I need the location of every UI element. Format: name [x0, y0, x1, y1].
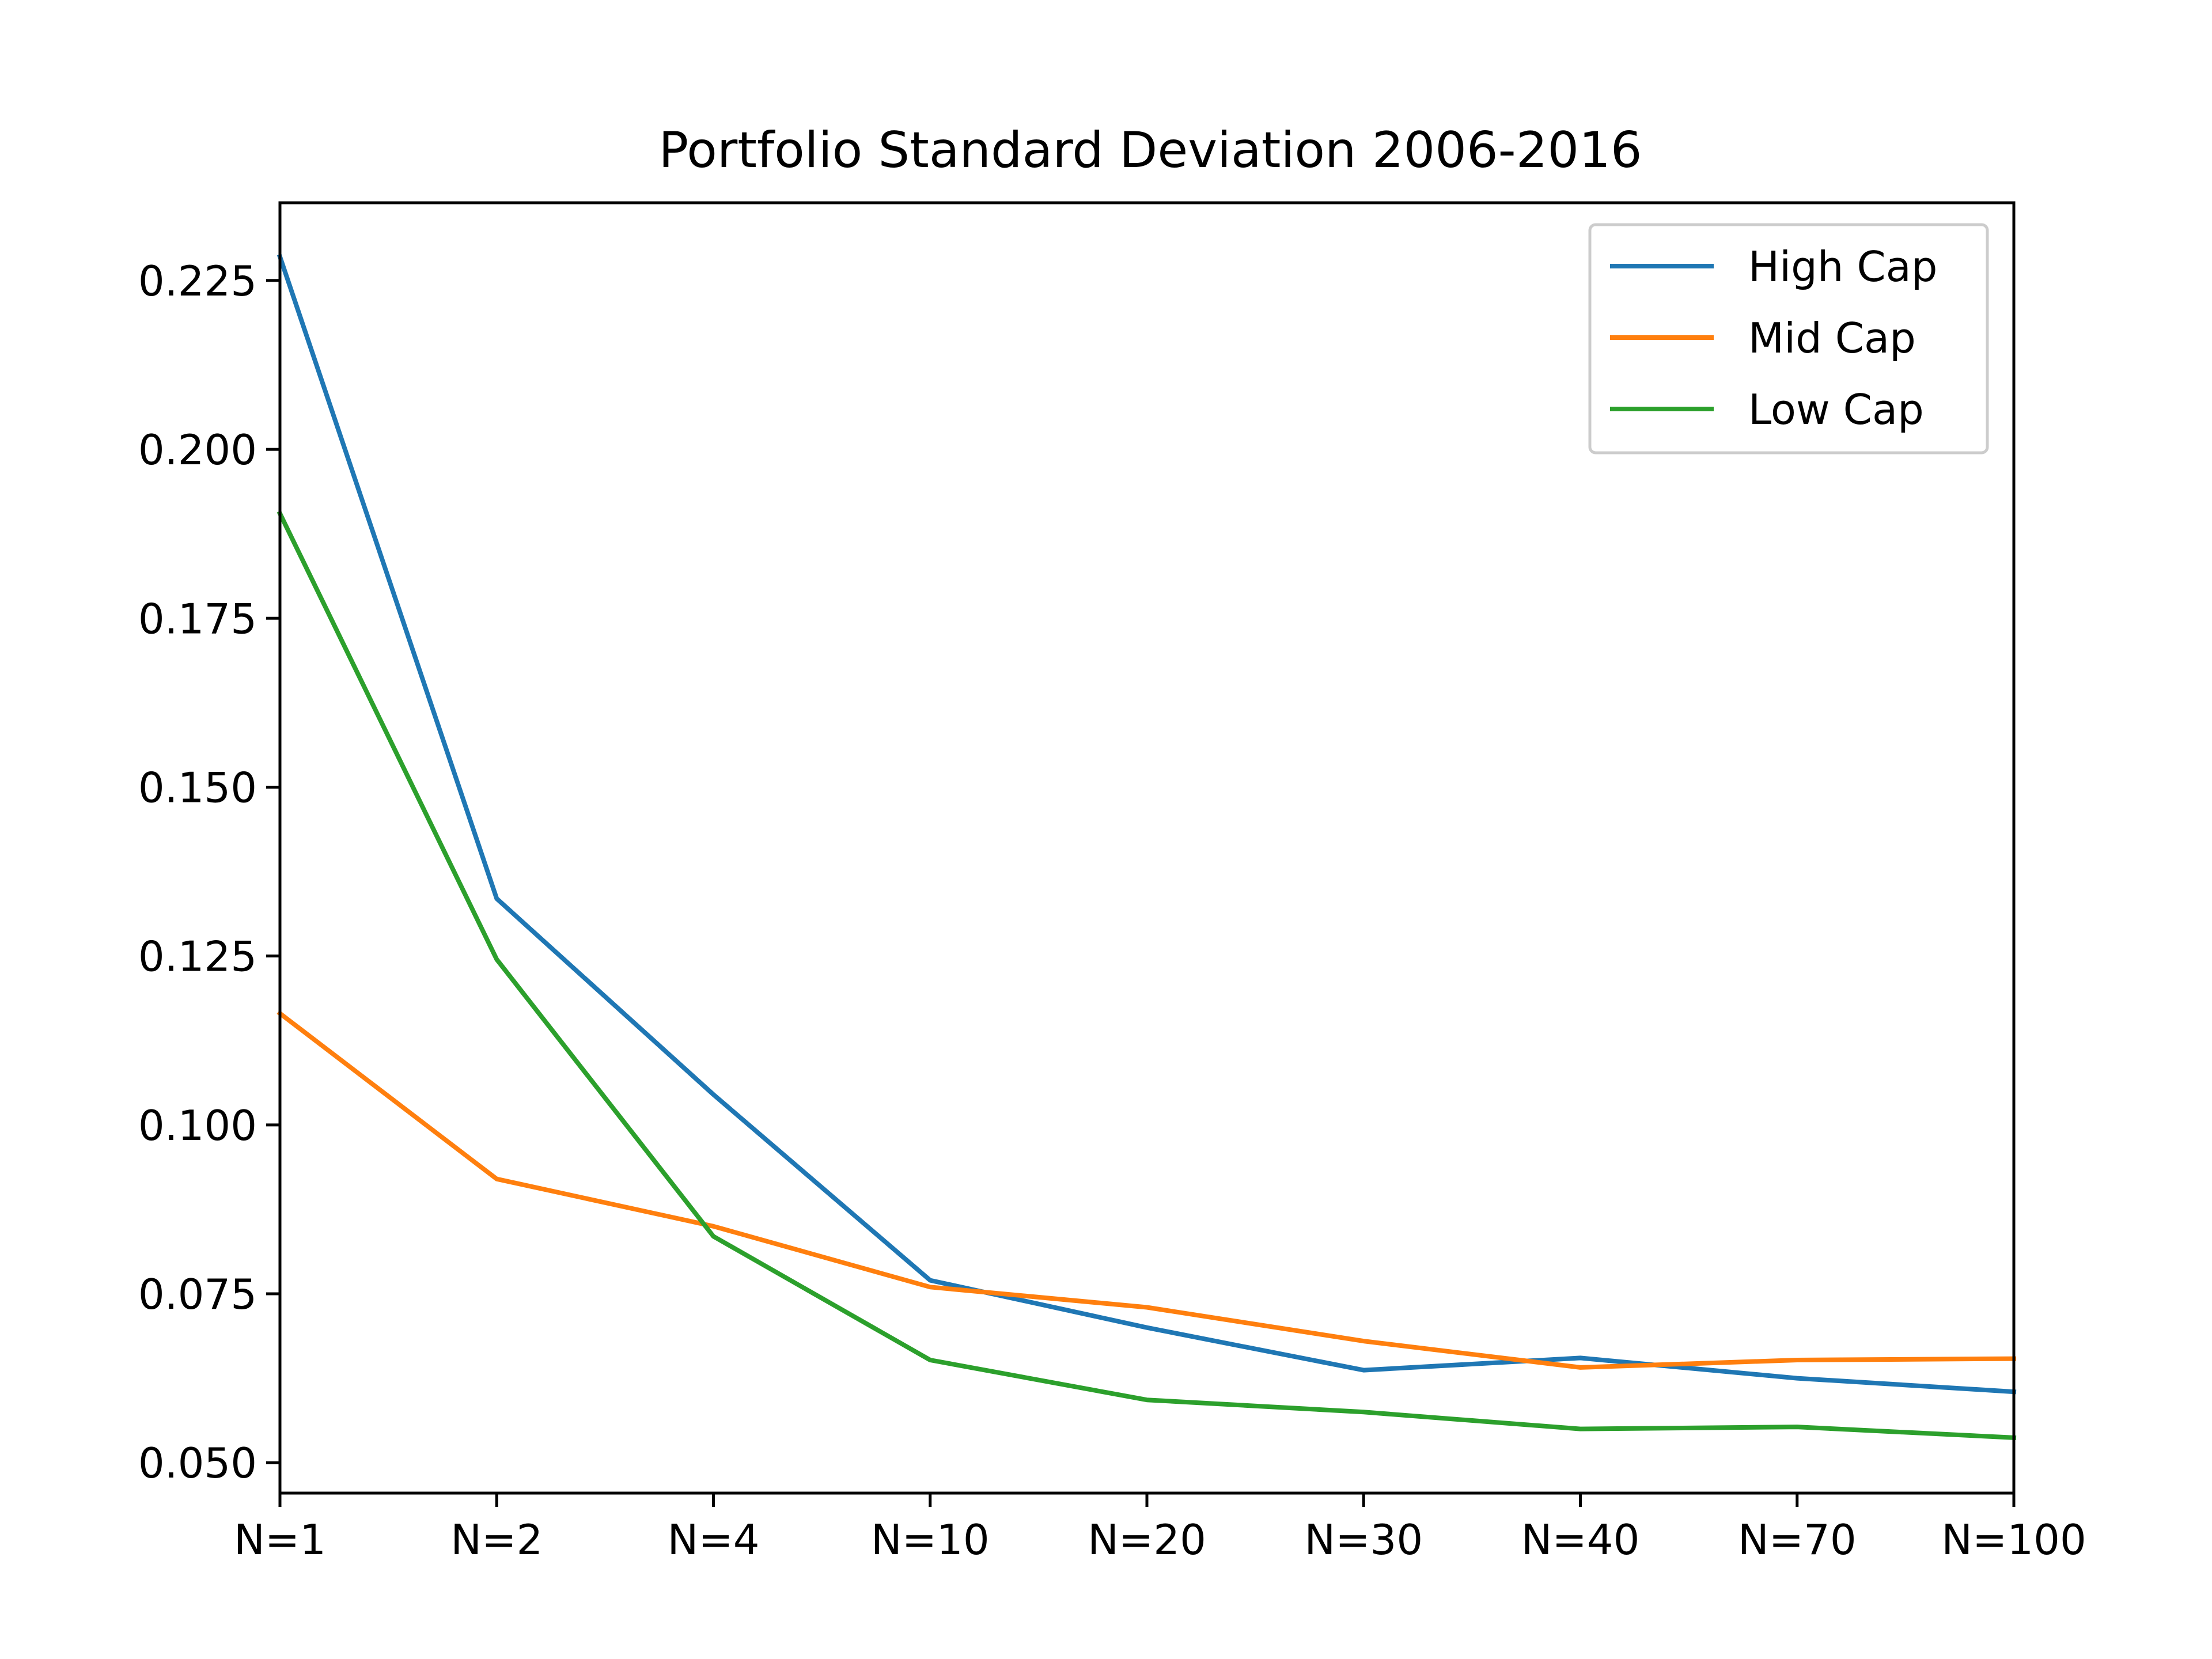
y-tick-label: 0.200: [138, 426, 257, 474]
y-tick-label: 0.075: [138, 1270, 257, 1319]
y-axis: 0.050 0.075 0.100 0.125 0.150 0.175 0.200 0.225: [138, 257, 280, 1487]
x-tick-label: N=10: [871, 1516, 990, 1564]
y-tick-label: 0.050: [138, 1439, 257, 1487]
x-tick-label: N=1: [234, 1516, 326, 1564]
series-line-0: [276, 253, 2017, 1395]
x-tick-label: N=70: [1738, 1516, 1857, 1564]
y-tick-label: 0.100: [138, 1101, 257, 1150]
y-tick-label: 0.150: [138, 763, 257, 812]
x-tick-label: N=40: [1521, 1516, 1640, 1564]
x-axis: N=1 N=2 N=4 N=10 N=20 N=30 N=40 N=70 N=100: [234, 1493, 2086, 1564]
y-tick-label: 0.175: [138, 594, 257, 643]
x-tick-label: N=20: [1088, 1516, 1206, 1564]
series-layer: [276, 253, 2017, 1440]
legend-label: High Cap: [1748, 243, 1937, 291]
series-line-1: [276, 1010, 2017, 1370]
series-line-2: [276, 510, 2017, 1440]
x-tick-label: N=100: [1941, 1516, 2086, 1564]
legend-label: Low Cap: [1748, 385, 1924, 434]
x-tick-label: N=4: [668, 1516, 760, 1564]
legend: High Cap Mid Cap Low Cap: [1588, 223, 1989, 454]
y-tick-label: 0.125: [138, 933, 257, 981]
y-tick-label: 0.225: [138, 257, 257, 305]
legend-label: Mid Cap: [1748, 314, 1916, 362]
x-tick-label: N=30: [1304, 1516, 1423, 1564]
chart-title: Portfolio Standard Deviation 2006-2016: [658, 122, 1642, 179]
x-tick-label: N=2: [450, 1516, 543, 1564]
legend-box: [1588, 223, 1989, 454]
